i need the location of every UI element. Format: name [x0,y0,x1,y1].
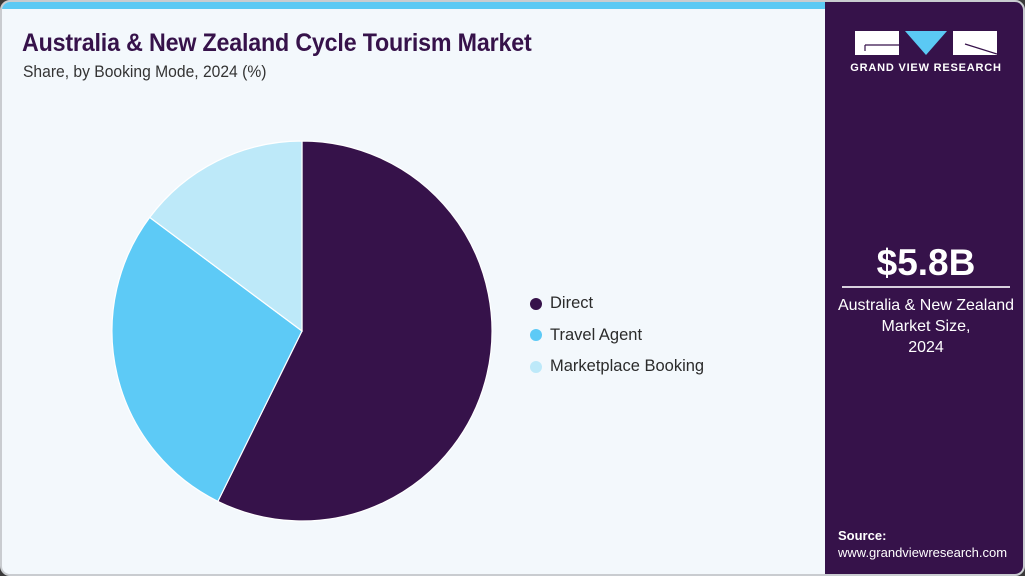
chart-legend: Direct Travel Agent Marketplace Booking [530,288,704,383]
grand-view-research-logo-icon [855,31,997,55]
pie-slice-direct [217,140,493,522]
source-link[interactable]: www.grandviewresearch.com [838,545,1008,560]
legend-label: Direct [550,294,594,313]
market-size-value: $5.8B [876,242,976,283]
legend-item-direct: Direct [530,288,704,320]
circle-dot-icon [530,360,542,373]
market-desc-line: 2024 [908,339,944,356]
accent-bar [2,2,825,9]
market-size-description: Australia & New Zealand Market Size, 202… [825,295,1023,358]
legend-label: Travel Agent [550,325,643,344]
sidebar-panel: GRAND VIEW RESEARCH $5.8B Australia & Ne… [825,2,1023,574]
chart-subtitle: Share, by Booking Mode, 2024 (%) [23,62,267,81]
legend-label: Marketplace Booking [550,357,705,376]
logo-text: GRAND VIEW RESEARCH [850,62,1002,74]
source-label: Source: [838,528,887,543]
pie-slice-marketplace-booking [148,140,303,333]
circle-dot-icon [530,297,542,310]
market-desc-line: Australia & New Zealand [837,297,1015,314]
market-desc-line: Market Size, [881,318,971,335]
pie-chart [110,139,494,523]
pie-chart-svg [111,140,493,522]
legend-item-marketplace-booking: Marketplace Booking [530,351,704,383]
divider [842,286,1010,288]
circle-dot-icon [530,329,542,342]
pie-slice-travel-agent [111,216,303,503]
legend-item-travel-agent: Travel Agent [530,320,704,352]
chart-title: Australia & New Zealand Cycle Tourism Ma… [22,29,532,57]
